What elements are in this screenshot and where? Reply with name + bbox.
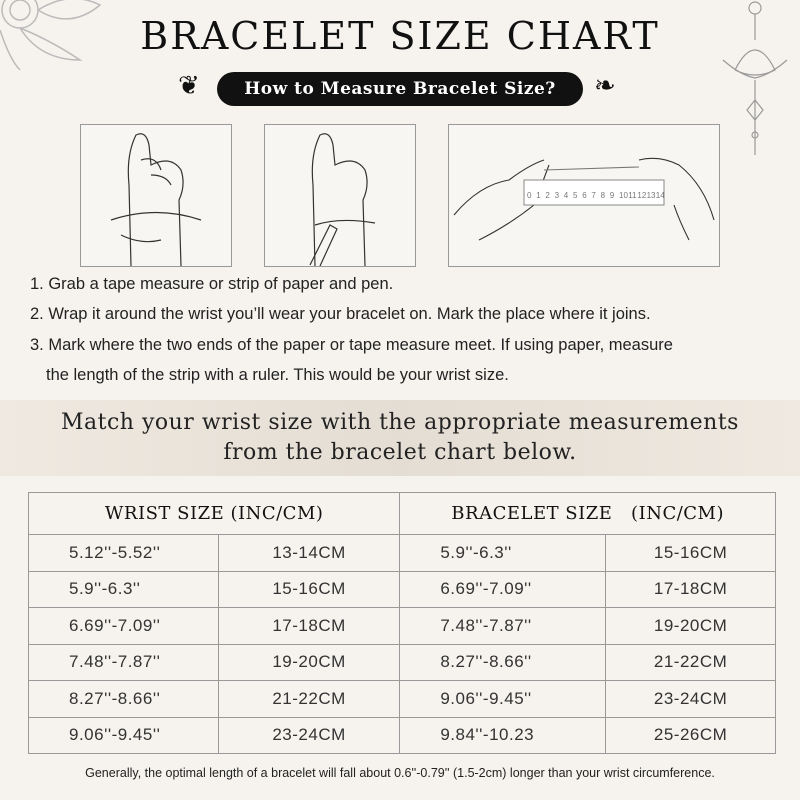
ruler-number: 1: [536, 191, 541, 200]
bracelet-inch-cell: 7.48''-7.87'': [399, 607, 607, 645]
footnote: Generally, the optimal length of a brace…: [85, 766, 715, 780]
wrist-size-header: WRIST SIZE (INC/CM): [27, 492, 401, 535]
ruler-number: 13: [647, 191, 656, 200]
illustration-wrap-wrist: [80, 124, 232, 267]
bracelet-cm-cell: 17-18CM: [605, 570, 776, 608]
match-text-line-2: from the bracelet chart below.: [223, 440, 577, 465]
wrist-inch-cell: 6.69''-7.09'': [28, 607, 219, 645]
wrist-cm-cell: 21-22CM: [217, 680, 401, 718]
ruler-number: 7: [591, 191, 596, 200]
table-row: 6.69''-7.09'' 17-18CM 7.48''-7.87'' 19-20CM: [28, 607, 776, 645]
ruler-number: 14: [656, 191, 665, 200]
subtitle-banner: How to Measure Bracelet Size?: [217, 72, 583, 106]
hands-ruler-icon: 0 1 2 3 4 5 6 7 8 9 10 11 12 13 14: [453, 157, 715, 241]
wrist-cm-cell: 15-16CM: [217, 570, 401, 608]
bracelet-cm-cell: 23-24CM: [605, 680, 776, 718]
bracelet-inch-cell: 9.84''-10.23: [399, 716, 607, 754]
ruler-number: 3: [555, 191, 560, 200]
bracelet-cm-cell: 25-26CM: [605, 716, 776, 754]
wrist-inch-cell: 5.12''-5.52'': [28, 534, 219, 572]
swirl-right-ornament: ❧: [594, 70, 616, 100]
illustration-ruler: 0 1 2 3 4 5 6 7 8 9 10 11 12 13 14: [448, 124, 720, 267]
hand-mark-icon: [309, 133, 376, 267]
bracelet-inch-cell: 9.06''-9.45'': [399, 680, 607, 718]
ruler-number: 6: [582, 191, 587, 200]
size-table: WRIST SIZE (INC/CM) BRACELET SIZE (INC/C…: [27, 492, 776, 754]
table-row: 5.9''-6.3'' 15-16CM 6.69''-7.09'' 17-18CM: [28, 570, 776, 608]
step-2: 2. Wrap it around the wrist you’ll wear …: [30, 305, 651, 323]
ruler-number: 11: [628, 191, 637, 200]
wrist-cm-cell: 23-24CM: [217, 716, 401, 754]
step-3: 3. Mark where the two ends of the paper …: [30, 336, 673, 354]
step-1: 1. Grab a tape measure or strip of paper…: [30, 275, 394, 293]
step-3-continued: the length of the strip with a ruler. Th…: [46, 366, 509, 384]
illustration-mark-wrist: [264, 124, 416, 267]
ruler-number: 5: [573, 191, 578, 200]
table-row: 8.27''-8.66'' 21-22CM 9.06''-9.45'' 23-24CM: [28, 680, 776, 718]
ruler-number: 9: [610, 191, 615, 200]
ruler-number: 4: [564, 191, 569, 200]
wrist-inch-cell: 8.27''-8.66'': [28, 680, 219, 718]
wrist-cm-cell: 13-14CM: [217, 534, 401, 572]
ruler-number: 2: [545, 191, 550, 200]
bracelet-cm-cell: 15-16CM: [605, 534, 776, 572]
bracelet-inch-cell: 5.9''-6.3'': [399, 534, 607, 572]
page-title: BRACELET SIZE CHART: [140, 14, 660, 58]
match-text-line-1: Match your wrist size with the appropria…: [61, 410, 739, 435]
ruler-number: 10: [619, 191, 628, 200]
hand-tape-icon: [110, 133, 202, 267]
table-row: 5.12''-5.52'' 13-14CM 5.9''-6.3'' 15-16CM: [28, 534, 776, 572]
table-row: 7.48''-7.87'' 19-20CM 8.27''-8.66'' 21-22CM: [28, 643, 776, 681]
bracelet-inch-cell: 6.69''-7.09'': [399, 570, 607, 608]
bracelet-cm-cell: 21-22CM: [605, 643, 776, 681]
ruler-number: 0: [527, 191, 532, 200]
ruler-number: 12: [637, 191, 646, 200]
match-banner: [0, 400, 800, 476]
wrist-cm-cell: 17-18CM: [217, 607, 401, 645]
bracelet-cm-cell: 19-20CM: [605, 607, 776, 645]
hanging-lotus-decoration: [722, 1, 788, 155]
ruler-number: 8: [601, 191, 606, 200]
table-row: 9.06''-9.45'' 23-24CM 9.84''-10.23 25-26CM: [28, 716, 776, 754]
wrist-inch-cell: 7.48''-7.87'': [28, 643, 219, 681]
wrist-inch-cell: 5.9''-6.3'': [28, 570, 219, 608]
wrist-cm-cell: 19-20CM: [217, 643, 401, 681]
bracelet-inch-cell: 8.27''-8.66'': [399, 643, 607, 681]
swirl-left-ornament: ❦: [178, 70, 200, 100]
wrist-inch-cell: 9.06''-9.45'': [28, 716, 219, 754]
lotus-mandala-decoration: [0, 0, 102, 71]
bracelet-size-header: BRACELET SIZE (INC/CM): [399, 492, 776, 535]
